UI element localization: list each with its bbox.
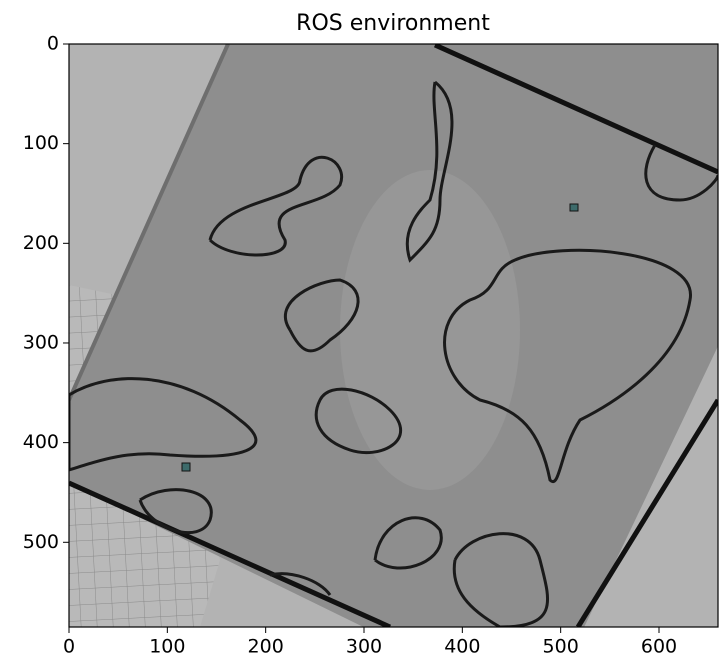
x-tick-label: 100 [149, 636, 185, 658]
shading [340, 170, 520, 490]
obstacle [314, 387, 403, 455]
chart-title: ROS environment [296, 11, 490, 36]
obstacle [283, 278, 360, 353]
image [69, 44, 718, 627]
robot [569, 203, 579, 212]
x-tick-label: 300 [346, 636, 382, 658]
wall [69, 44, 230, 401]
x-tick-label: 0 [63, 636, 75, 658]
x-tick-label: 600 [641, 636, 677, 658]
wall [575, 398, 718, 627]
obstacle [405, 80, 454, 263]
x-tick-label: 400 [444, 636, 480, 658]
obstacle [373, 516, 443, 570]
y-tick-label: 0 [47, 33, 59, 55]
obstacle [69, 377, 258, 472]
y-tick-label: 300 [23, 331, 59, 353]
wall [69, 480, 392, 627]
y-tick-label: 400 [23, 431, 59, 453]
y-tick-label: 100 [23, 132, 59, 154]
wall [433, 44, 718, 175]
obstacle [644, 144, 718, 202]
obstacle [452, 532, 549, 627]
y-tick-label: 500 [23, 531, 59, 553]
axes-frame [68, 43, 719, 628]
obstacle [269, 572, 332, 596]
x-tick-label: 500 [543, 636, 579, 658]
x-tick-label: 200 [248, 636, 284, 658]
obstacle [443, 248, 692, 484]
obstacle [208, 155, 344, 257]
robot [181, 462, 191, 472]
y-tick-label: 200 [23, 232, 59, 254]
obstacle [138, 488, 213, 535]
